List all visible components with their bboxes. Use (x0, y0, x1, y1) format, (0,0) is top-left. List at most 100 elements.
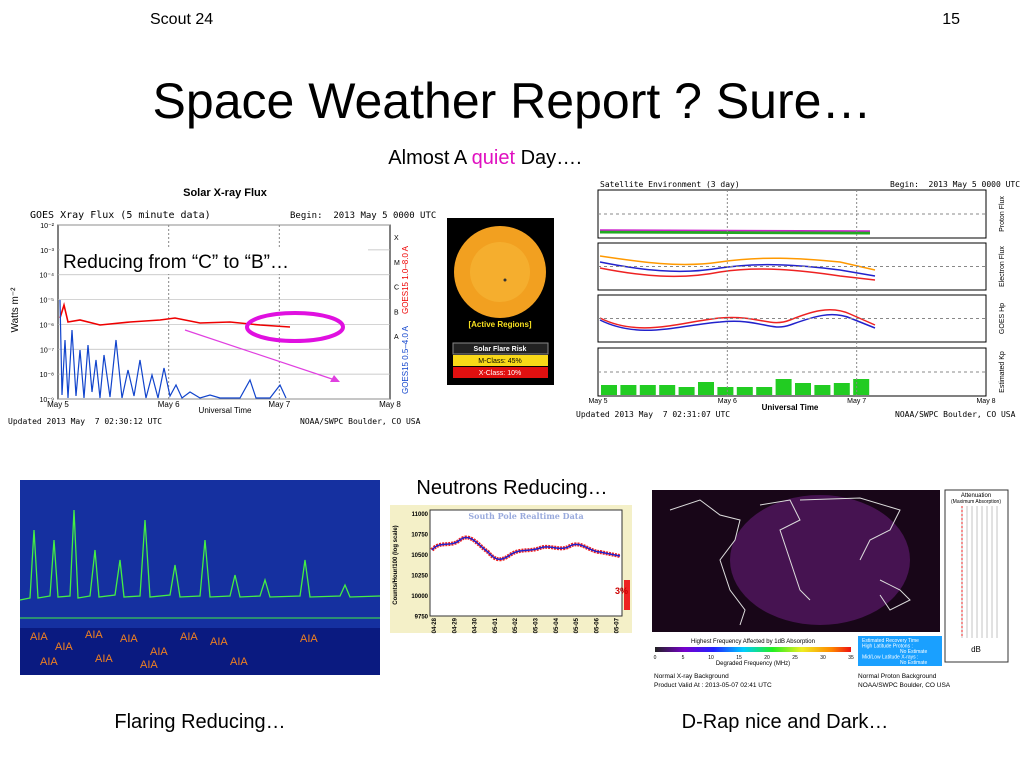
kp-bar (659, 385, 676, 395)
recovery-text: No Estimate (900, 649, 927, 655)
x-tick-label: 04-30 (473, 617, 479, 633)
xray-title: Solar X-ray Flux (183, 187, 268, 199)
panel-bg (5, 182, 445, 428)
kp-bar (620, 385, 637, 395)
y-tick-label: 10⁻⁵ (40, 298, 54, 305)
satellite-panel: Satellite Environment (3 day) Begin: 201… (576, 180, 1020, 419)
source: NOAA/SWPC Boulder, CO USA (300, 417, 421, 426)
y-tick-label: 10500 (411, 553, 428, 559)
scale-box (944, 489, 1009, 663)
x-class-bg (453, 367, 548, 378)
y-tick-label: 10⁻⁴ (40, 273, 55, 280)
recovery-box (858, 636, 942, 666)
annotation: Reducing from “C” to “B”… (63, 252, 289, 273)
m-class: M-Class: 45% (478, 358, 522, 365)
updated: Updated 2013 May 7 02:31:07 UTC (576, 410, 730, 419)
footer-text: NOAA/SWPC Boulder, CO USA (858, 682, 951, 689)
x-tick-label: May 5 (47, 400, 69, 409)
subtitle: Almost A quiet Day…. (388, 147, 581, 169)
kp-bar (698, 382, 714, 395)
x-class: X-Class: 10% (479, 370, 521, 377)
change-bar (624, 580, 630, 610)
grid (58, 224, 390, 400)
x-tick-label: 04-28 (432, 617, 438, 633)
y-tick-label: 10750 (411, 533, 428, 539)
aia-label: AIA (85, 629, 103, 641)
class-label: X (394, 235, 399, 242)
x-tick-label: May 7 (847, 398, 866, 405)
kp-bar (678, 387, 695, 395)
kp-bars (601, 379, 870, 395)
aia-label: AIA (30, 631, 48, 643)
annotation-bg (60, 248, 368, 274)
x-tick-label: May 6 (718, 398, 737, 405)
page-number: 15 (942, 11, 960, 28)
caption: Flaring Reducing… (114, 711, 285, 733)
footer-text: Product Valid At : 2013-05-07 02:41 UTC (654, 682, 772, 689)
arrow (184, 329, 336, 381)
legend-red: GOES15 1.0–8.0 A (401, 245, 410, 314)
x-tick-label: 05-01 (493, 617, 499, 633)
arrow-head (330, 375, 340, 382)
recovery-text: No Estimate (900, 660, 927, 666)
drap-panel: Attenuation (Maximum Absorption) dB High… (650, 488, 1010, 690)
y-tick-label: 10000 (411, 594, 428, 600)
kp-bar (717, 387, 734, 395)
aia-label: AIA (150, 646, 168, 658)
color-bar (655, 647, 851, 652)
y-tick-label: 10⁻⁷ (40, 347, 54, 354)
change: 3% (615, 586, 628, 596)
panel-label: GOES Hp (999, 303, 1006, 334)
x-tick-label: May 6 (158, 400, 180, 409)
flux-curve (19, 509, 381, 601)
caption: D-Rap nice and Dark… (682, 711, 889, 733)
electron-curve (599, 255, 876, 271)
bar-title: Highest Frequency Affected by 1dB Absorp… (691, 639, 815, 645)
neutron-curve (431, 536, 621, 560)
hp-curve (599, 313, 876, 331)
y-tick-label: 10⁻³ (40, 248, 54, 255)
active-regions: [Active Regions] (468, 320, 531, 329)
kp-bar (833, 383, 850, 395)
kp-bar (736, 387, 753, 395)
recovery-text: High Latitude Protons : (862, 644, 913, 650)
xray-panel: Solar X-ray Flux GOES Xray Flux (5 minut… (5, 182, 445, 428)
class-label: B (394, 309, 399, 316)
y-tick-label: 10250 (411, 574, 428, 580)
bar-tick: 15 (736, 655, 742, 661)
footer-text: Normal Proton Background (858, 673, 937, 680)
x-axis-title: Universal Time (762, 403, 819, 412)
m-class-bg (453, 355, 548, 366)
legend-blue: GOES15 0.5–4.0 A (401, 325, 410, 394)
subtitle-text: Almost A (388, 147, 468, 169)
aia-label: AIA (95, 653, 113, 665)
x-tick-label: 05-03 (534, 617, 540, 633)
caption: Neutrons Reducing… (416, 477, 607, 499)
bar-label: Degraded Frequency (MHz) (716, 661, 790, 667)
bar-tick: 10 (708, 655, 714, 661)
sat-begin: Begin: 2013 May 5 0000 UTC (890, 180, 1020, 189)
x-tick-label: May 7 (268, 400, 290, 409)
slide-title: Space Weather Report ? Sure… (153, 73, 872, 129)
y-tick-label: 10⁻² (40, 223, 54, 230)
aia-label: AIA (55, 641, 73, 653)
sun-glow (470, 242, 530, 302)
x-tick-label: May 8 (379, 400, 401, 409)
y-axis-title: Watts m⁻² (10, 287, 21, 333)
class-label: C (394, 285, 399, 292)
x-tick-label: 05-04 (554, 617, 560, 633)
subtitle-highlight: quiet (472, 147, 516, 169)
red-curve (59, 301, 291, 328)
y-tick-label: 10⁻⁸ (40, 372, 54, 379)
y-tick-label: 10⁻⁶ (40, 322, 54, 329)
aia-label: AIA (40, 656, 58, 668)
aia-label: AIA (210, 636, 228, 648)
sat-title: Satellite Environment (3 day) (600, 180, 740, 189)
x-tick-label: 04-29 (452, 617, 458, 633)
scale-unit: dB (971, 645, 981, 654)
source: NOAA/SWPC Boulder, CO USA (895, 410, 1016, 419)
